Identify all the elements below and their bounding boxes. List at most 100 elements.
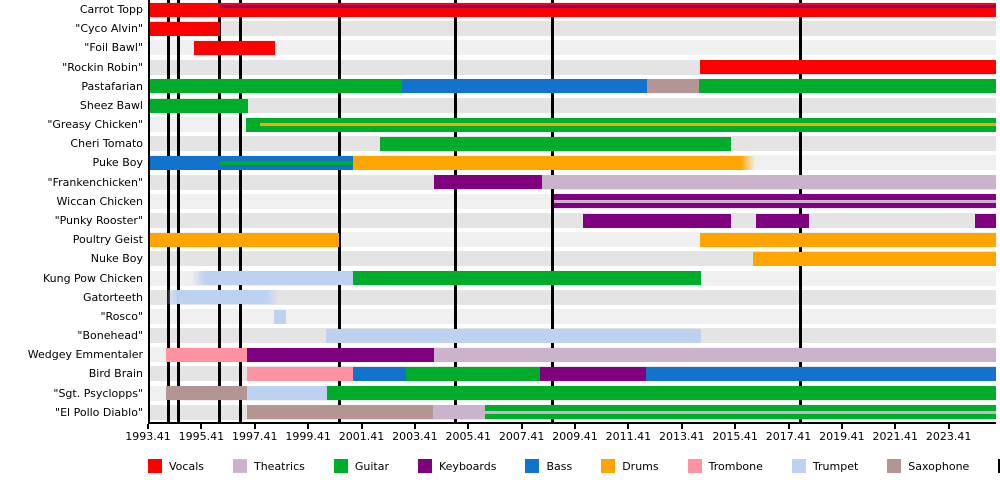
axis-tick-label: 2023.41 (925, 430, 972, 443)
axis-tick (734, 424, 737, 429)
axis-tick (574, 424, 576, 429)
member-label: "Rosco" (100, 309, 143, 323)
timeline-overlay-stripe (260, 122, 996, 127)
timeline-bar (646, 79, 699, 94)
member-label: Sheez Bawl (79, 98, 143, 112)
timeline-bar (150, 232, 340, 247)
member-label: Wedgey Emmentaler (27, 348, 143, 362)
studio-album-marker (799, 0, 803, 422)
legend-color-swatch (601, 459, 616, 473)
axis-tick (413, 424, 416, 429)
axis-tick-label: 2013.41 (658, 430, 705, 443)
axis-tick (627, 424, 630, 429)
legend-item: Bass (525, 459, 572, 473)
x-axis: 1993.41 1995.41 1997.41 1999.41 2001.41 2003.… (125, 424, 994, 444)
axis-tick (947, 424, 950, 429)
timeline-bar (194, 40, 275, 55)
member-label: Carrot Topp (79, 3, 143, 16)
row-background-band (150, 213, 996, 228)
timeline-bar (150, 79, 403, 94)
timeline-bar (165, 290, 280, 305)
row-background-band (150, 308, 996, 324)
member-label: Wiccan Chicken (56, 194, 143, 208)
member-label: "Foil Bawl" (84, 41, 143, 55)
timeline-bar (150, 98, 248, 113)
axis-tick-label: 2011.41 (605, 430, 652, 443)
timeline-bar (699, 60, 996, 75)
member-label: Gatorteeth (83, 290, 143, 304)
legend-item: Guitar (333, 459, 389, 473)
member-labels-column: Carrot Topp "Cyco Alvin" "Foil Bawl" "Rocki… (0, 0, 143, 422)
member-label: "Frankenchicken" (47, 175, 143, 189)
legend-item: Vocals (148, 459, 204, 473)
member-label: "Rockin Robin" (62, 60, 143, 74)
timeline-bar (165, 386, 248, 401)
studio-album-marker (238, 0, 242, 422)
studio-album-marker (454, 0, 458, 422)
legend-label: Theatrics (253, 459, 305, 473)
row-background-band (150, 40, 996, 56)
axis-tick-label: 2021.41 (872, 430, 919, 443)
legend-label: Trumpet (812, 459, 859, 473)
timeline-bar (699, 232, 996, 247)
axis-tick-label: 2001.41 (338, 430, 385, 443)
timeline-bar (582, 213, 731, 228)
timeline-overlay-stripe (554, 199, 996, 204)
member-label: "El Pollo Diablo" (55, 405, 143, 419)
legend-label: Trombone (708, 459, 763, 473)
axis-tick-label: 1997.41 (231, 430, 278, 443)
row-background-band (150, 21, 996, 37)
plot-area (148, 0, 996, 424)
timeline-bar (247, 405, 433, 420)
legend-item: St (998, 459, 1000, 473)
timeline-bar (274, 309, 286, 324)
timeline-bar (325, 328, 701, 343)
axis-tick (894, 424, 897, 429)
member-label: "Cyco Alvin" (75, 22, 143, 36)
timeline-bar (247, 347, 435, 362)
axis-tick (520, 424, 523, 429)
member-label: Puke Boy (92, 156, 143, 170)
timeline-bar (405, 367, 541, 382)
legend-color-swatch (418, 459, 432, 473)
axis-tick-label: 1995.41 (178, 430, 225, 443)
legend-item: Trombone (687, 459, 763, 473)
timeline-overlay-stripe (220, 161, 353, 165)
axis-tick (360, 424, 363, 429)
timeline-bar (402, 79, 647, 94)
legend-label: Guitar (354, 459, 389, 473)
legend-item: Trumpet (791, 459, 859, 473)
axis-tick (200, 424, 203, 429)
timeline-bar (150, 21, 221, 36)
timeline-bar (698, 79, 996, 94)
legend-item: Drums (601, 459, 659, 473)
axis-tick (147, 424, 149, 429)
member-label: "Greasy Chicken" (47, 118, 143, 132)
legend-item: Theatrics (232, 459, 305, 473)
timeline-bar (646, 367, 996, 382)
legend-color-swatch (232, 459, 247, 473)
timeline-bar (165, 347, 248, 362)
axis-tick-label: 2019.41 (819, 430, 865, 443)
studio-album-marker (176, 0, 180, 422)
timeline-bar (352, 156, 755, 171)
timeline-overlay-stripe (484, 410, 996, 415)
row-background-band (150, 289, 996, 305)
timeline-bar (434, 175, 542, 190)
legend-item: Saxophone (887, 459, 969, 473)
timeline-bar (541, 175, 996, 190)
studio-album-marker (551, 0, 555, 422)
studio-album-marker (167, 0, 171, 422)
axis-tick-label: 1993.41 (125, 430, 171, 443)
studio-album-marker (217, 0, 221, 422)
legend-color-swatch (148, 459, 162, 473)
legend-color-swatch (791, 459, 806, 473)
axis-tick-label: 2003.41 (392, 430, 438, 443)
axis-tick (787, 424, 790, 429)
legend-label: Keyboards (439, 459, 497, 473)
timeline-bar (247, 386, 328, 401)
legend-label: Drums (622, 459, 659, 473)
timeline-bar (752, 251, 996, 266)
legend-label: Saxophone (908, 459, 970, 473)
